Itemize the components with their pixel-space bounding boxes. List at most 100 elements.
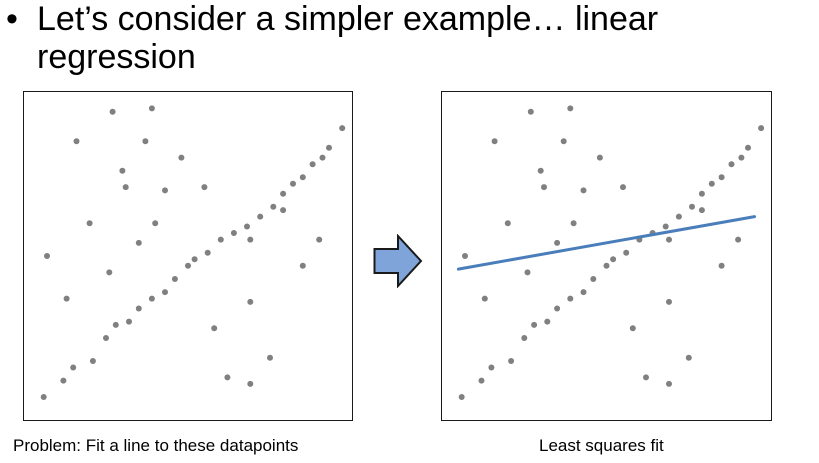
right-data-point-40 [596,154,603,161]
left-data-point-29 [73,138,80,145]
left-data-point-17 [244,223,250,230]
left-data-point-8 [135,305,142,312]
right-data-point-30 [504,220,511,227]
right-data-point-2 [478,377,485,384]
right-regression-line [456,215,757,271]
right-data-point-20 [698,190,705,197]
left-data-point-2 [60,377,67,384]
left-data-point-38 [152,220,159,227]
left-caption: Problem: Fit a line to these datapoints [13,436,299,455]
right-scatter-svg [456,105,765,400]
left-data-point-26 [339,125,346,132]
right-data-point-38 [570,220,577,227]
right-data-point-12 [603,262,610,269]
right-data-point-5 [521,335,528,341]
left-scatter-svg [40,105,346,400]
right-data-point-8 [554,305,561,312]
right-data-point-44 [666,236,672,243]
left-data-point-24 [319,154,326,161]
left-data-point-40 [178,154,185,161]
left-data-point-33 [119,167,126,174]
left-data-point-11 [171,276,178,282]
right-data-point-36 [560,138,567,145]
left-data-point-16 [230,230,237,236]
right-data-point-14 [623,249,630,256]
left-data-point-5 [103,335,109,341]
right-data-point-50 [735,236,742,243]
right-data-point-10 [580,289,587,296]
left-data-point-41 [201,184,208,191]
right-data-point-28 [481,295,488,302]
left-data-point-27 [44,253,50,259]
right-data-point-39 [580,187,587,194]
left-data-point-46 [247,380,254,387]
right-data-point-32 [527,108,534,115]
right-data-point-19 [689,203,695,210]
right-data-point-22 [718,174,725,181]
left-data-point-4 [89,358,96,364]
left-data-point-44 [247,236,254,243]
right-arrow-svg [373,233,423,289]
right-data-point-6 [531,321,538,328]
right-data-point-43 [643,374,649,381]
left-data-point-3 [70,364,77,371]
right-data-point-17 [662,223,669,230]
right-data-point-31 [524,269,531,276]
right-data-point-3 [488,364,495,371]
left-data-point-34 [122,184,129,191]
title-bullet: • [6,0,18,38]
left-data-point-9 [148,295,155,302]
left-data-point-1 [40,394,47,400]
right-data-point-1 [458,394,465,400]
right-data-point-26 [758,125,765,132]
right-data-point-25 [745,144,751,151]
right-data-point-33 [537,167,544,174]
right-data-point-34 [541,184,547,191]
right-data-point-29 [491,138,498,145]
left-data-point-30 [86,220,93,227]
left-data-point-20 [280,190,287,197]
slide-title: Let’s consider a simpler example… linear… [37,0,659,76]
right-data-point-42 [629,325,636,332]
left-data-point-31 [106,269,113,276]
right-data-point-49 [718,262,725,269]
left-data-point-21 [290,180,296,187]
right-data-point-46 [666,380,672,387]
right-data-point-9 [567,295,574,302]
left-data-point-48 [280,207,287,214]
left-data-point-6 [112,321,119,328]
left-data-point-32 [109,108,116,115]
right-data-point-41 [620,184,626,191]
right-data-point-21 [708,180,715,187]
right-data-point-47 [685,354,692,361]
left-data-point-15 [217,236,224,243]
right-data-point-37 [567,105,574,112]
left-data-point-7 [126,318,132,325]
left-data-point-35 [135,239,142,246]
left-data-point-49 [299,262,306,269]
right-data-point-45 [666,298,672,305]
left-data-point-19 [270,203,277,210]
left-data-point-28 [63,295,70,302]
left-data-point-45 [247,298,254,305]
left-data-point-36 [142,138,149,145]
right-data-point-24 [738,154,745,161]
right-scatter-plot [441,91,772,421]
right-caption: Least squares fit [539,436,664,455]
right-data-point-13 [610,256,617,263]
left-data-point-47 [267,354,273,361]
left-data-point-42 [211,325,218,332]
left-data-point-13 [191,256,198,263]
left-data-point-43 [224,374,231,381]
right-data-point-4 [508,358,515,364]
left-data-point-23 [309,161,316,168]
right-data-point-23 [728,161,735,168]
left-data-point-10 [162,289,168,296]
right-data-point-48 [698,207,705,214]
left-scatter-plot [23,91,353,421]
left-data-point-39 [162,187,168,194]
left-data-point-25 [326,144,332,151]
left-data-point-12 [185,262,191,269]
left-data-point-37 [148,105,155,112]
left-data-point-18 [257,213,264,220]
